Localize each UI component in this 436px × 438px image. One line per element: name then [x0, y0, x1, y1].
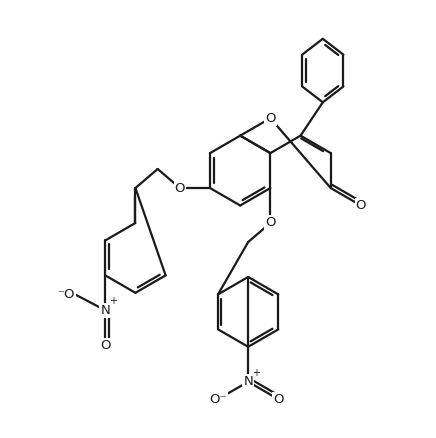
- Text: O: O: [356, 199, 366, 212]
- Text: +: +: [252, 368, 260, 378]
- Text: O: O: [273, 393, 283, 406]
- Text: N: N: [100, 304, 110, 317]
- Text: +: +: [109, 297, 117, 307]
- Text: O: O: [265, 112, 276, 125]
- Text: O: O: [175, 181, 185, 194]
- Text: O: O: [265, 216, 276, 230]
- Text: ⁻O: ⁻O: [58, 288, 75, 301]
- Text: O⁻: O⁻: [209, 393, 227, 406]
- Text: O: O: [100, 339, 110, 352]
- Text: N: N: [243, 375, 253, 388]
